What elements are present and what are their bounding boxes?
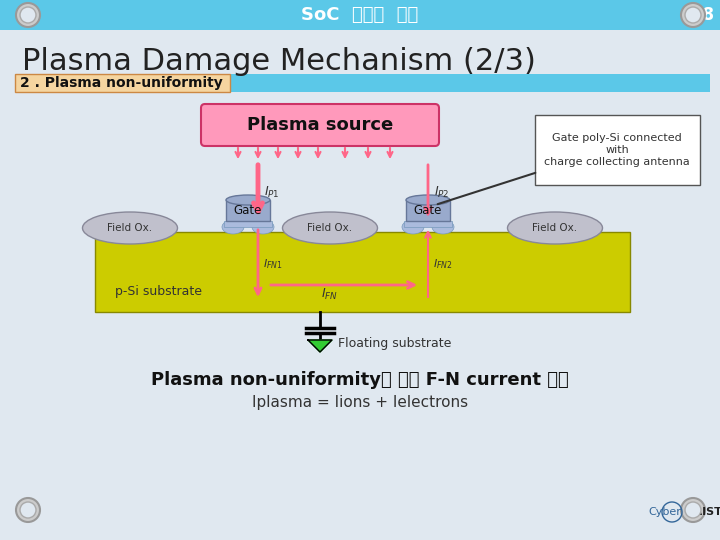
Text: Gate: Gate — [414, 204, 442, 217]
Ellipse shape — [681, 498, 705, 522]
Text: Floating substrate: Floating substrate — [338, 338, 451, 350]
Text: Field Ox.: Field Ox. — [532, 223, 577, 233]
Text: Field Ox.: Field Ox. — [107, 223, 153, 233]
Text: Gate: Gate — [234, 204, 262, 217]
Ellipse shape — [681, 3, 705, 27]
Text: p-Si substrate: p-Si substrate — [115, 286, 202, 299]
Ellipse shape — [685, 7, 701, 23]
Polygon shape — [226, 200, 270, 221]
Text: SoC  설계의  검증: SoC 설계의 검증 — [302, 6, 418, 24]
Polygon shape — [15, 74, 230, 92]
Ellipse shape — [83, 212, 178, 244]
Text: Iplasma = Iions + Ielectrons: Iplasma = Iions + Ielectrons — [252, 395, 468, 409]
Ellipse shape — [16, 3, 40, 27]
Text: $I_{FN}$: $I_{FN}$ — [322, 286, 338, 301]
Text: Gate poly-Si connected
with
charge collecting antenna: Gate poly-Si connected with charge colle… — [544, 133, 690, 167]
Polygon shape — [0, 0, 720, 30]
Ellipse shape — [20, 502, 36, 518]
Ellipse shape — [406, 195, 450, 205]
Ellipse shape — [226, 195, 270, 205]
Polygon shape — [15, 74, 710, 92]
Polygon shape — [406, 200, 450, 221]
Ellipse shape — [20, 7, 36, 23]
Text: $I_{P1}$: $I_{P1}$ — [264, 185, 279, 200]
Polygon shape — [535, 115, 700, 185]
Ellipse shape — [508, 212, 603, 244]
Text: 2 . Plasma non-uniformity: 2 . Plasma non-uniformity — [20, 76, 222, 90]
Polygon shape — [224, 221, 272, 227]
Ellipse shape — [252, 220, 274, 234]
Text: $I_{FN2}$: $I_{FN2}$ — [433, 257, 453, 271]
Text: $I_{P2}$: $I_{P2}$ — [434, 185, 449, 200]
Text: Field Ox.: Field Ox. — [307, 223, 353, 233]
Ellipse shape — [432, 220, 454, 234]
Text: Plasma non-uniformity에 의한 F-N current 형성: Plasma non-uniformity에 의한 F-N current 형성 — [151, 371, 569, 389]
Text: 58: 58 — [691, 6, 714, 24]
Text: KAIST: KAIST — [685, 507, 720, 517]
Polygon shape — [404, 221, 452, 227]
Text: Plasma source: Plasma source — [247, 116, 393, 134]
Text: Plasma Damage Mechanism (2/3): Plasma Damage Mechanism (2/3) — [22, 48, 536, 77]
Polygon shape — [95, 232, 630, 312]
Ellipse shape — [222, 220, 244, 234]
Text: Cyber: Cyber — [648, 507, 681, 517]
Polygon shape — [308, 340, 332, 352]
Ellipse shape — [685, 502, 701, 518]
Ellipse shape — [402, 220, 424, 234]
Ellipse shape — [16, 498, 40, 522]
FancyBboxPatch shape — [201, 104, 439, 146]
Ellipse shape — [282, 212, 377, 244]
Text: $I_{FN1}$: $I_{FN1}$ — [263, 257, 283, 271]
